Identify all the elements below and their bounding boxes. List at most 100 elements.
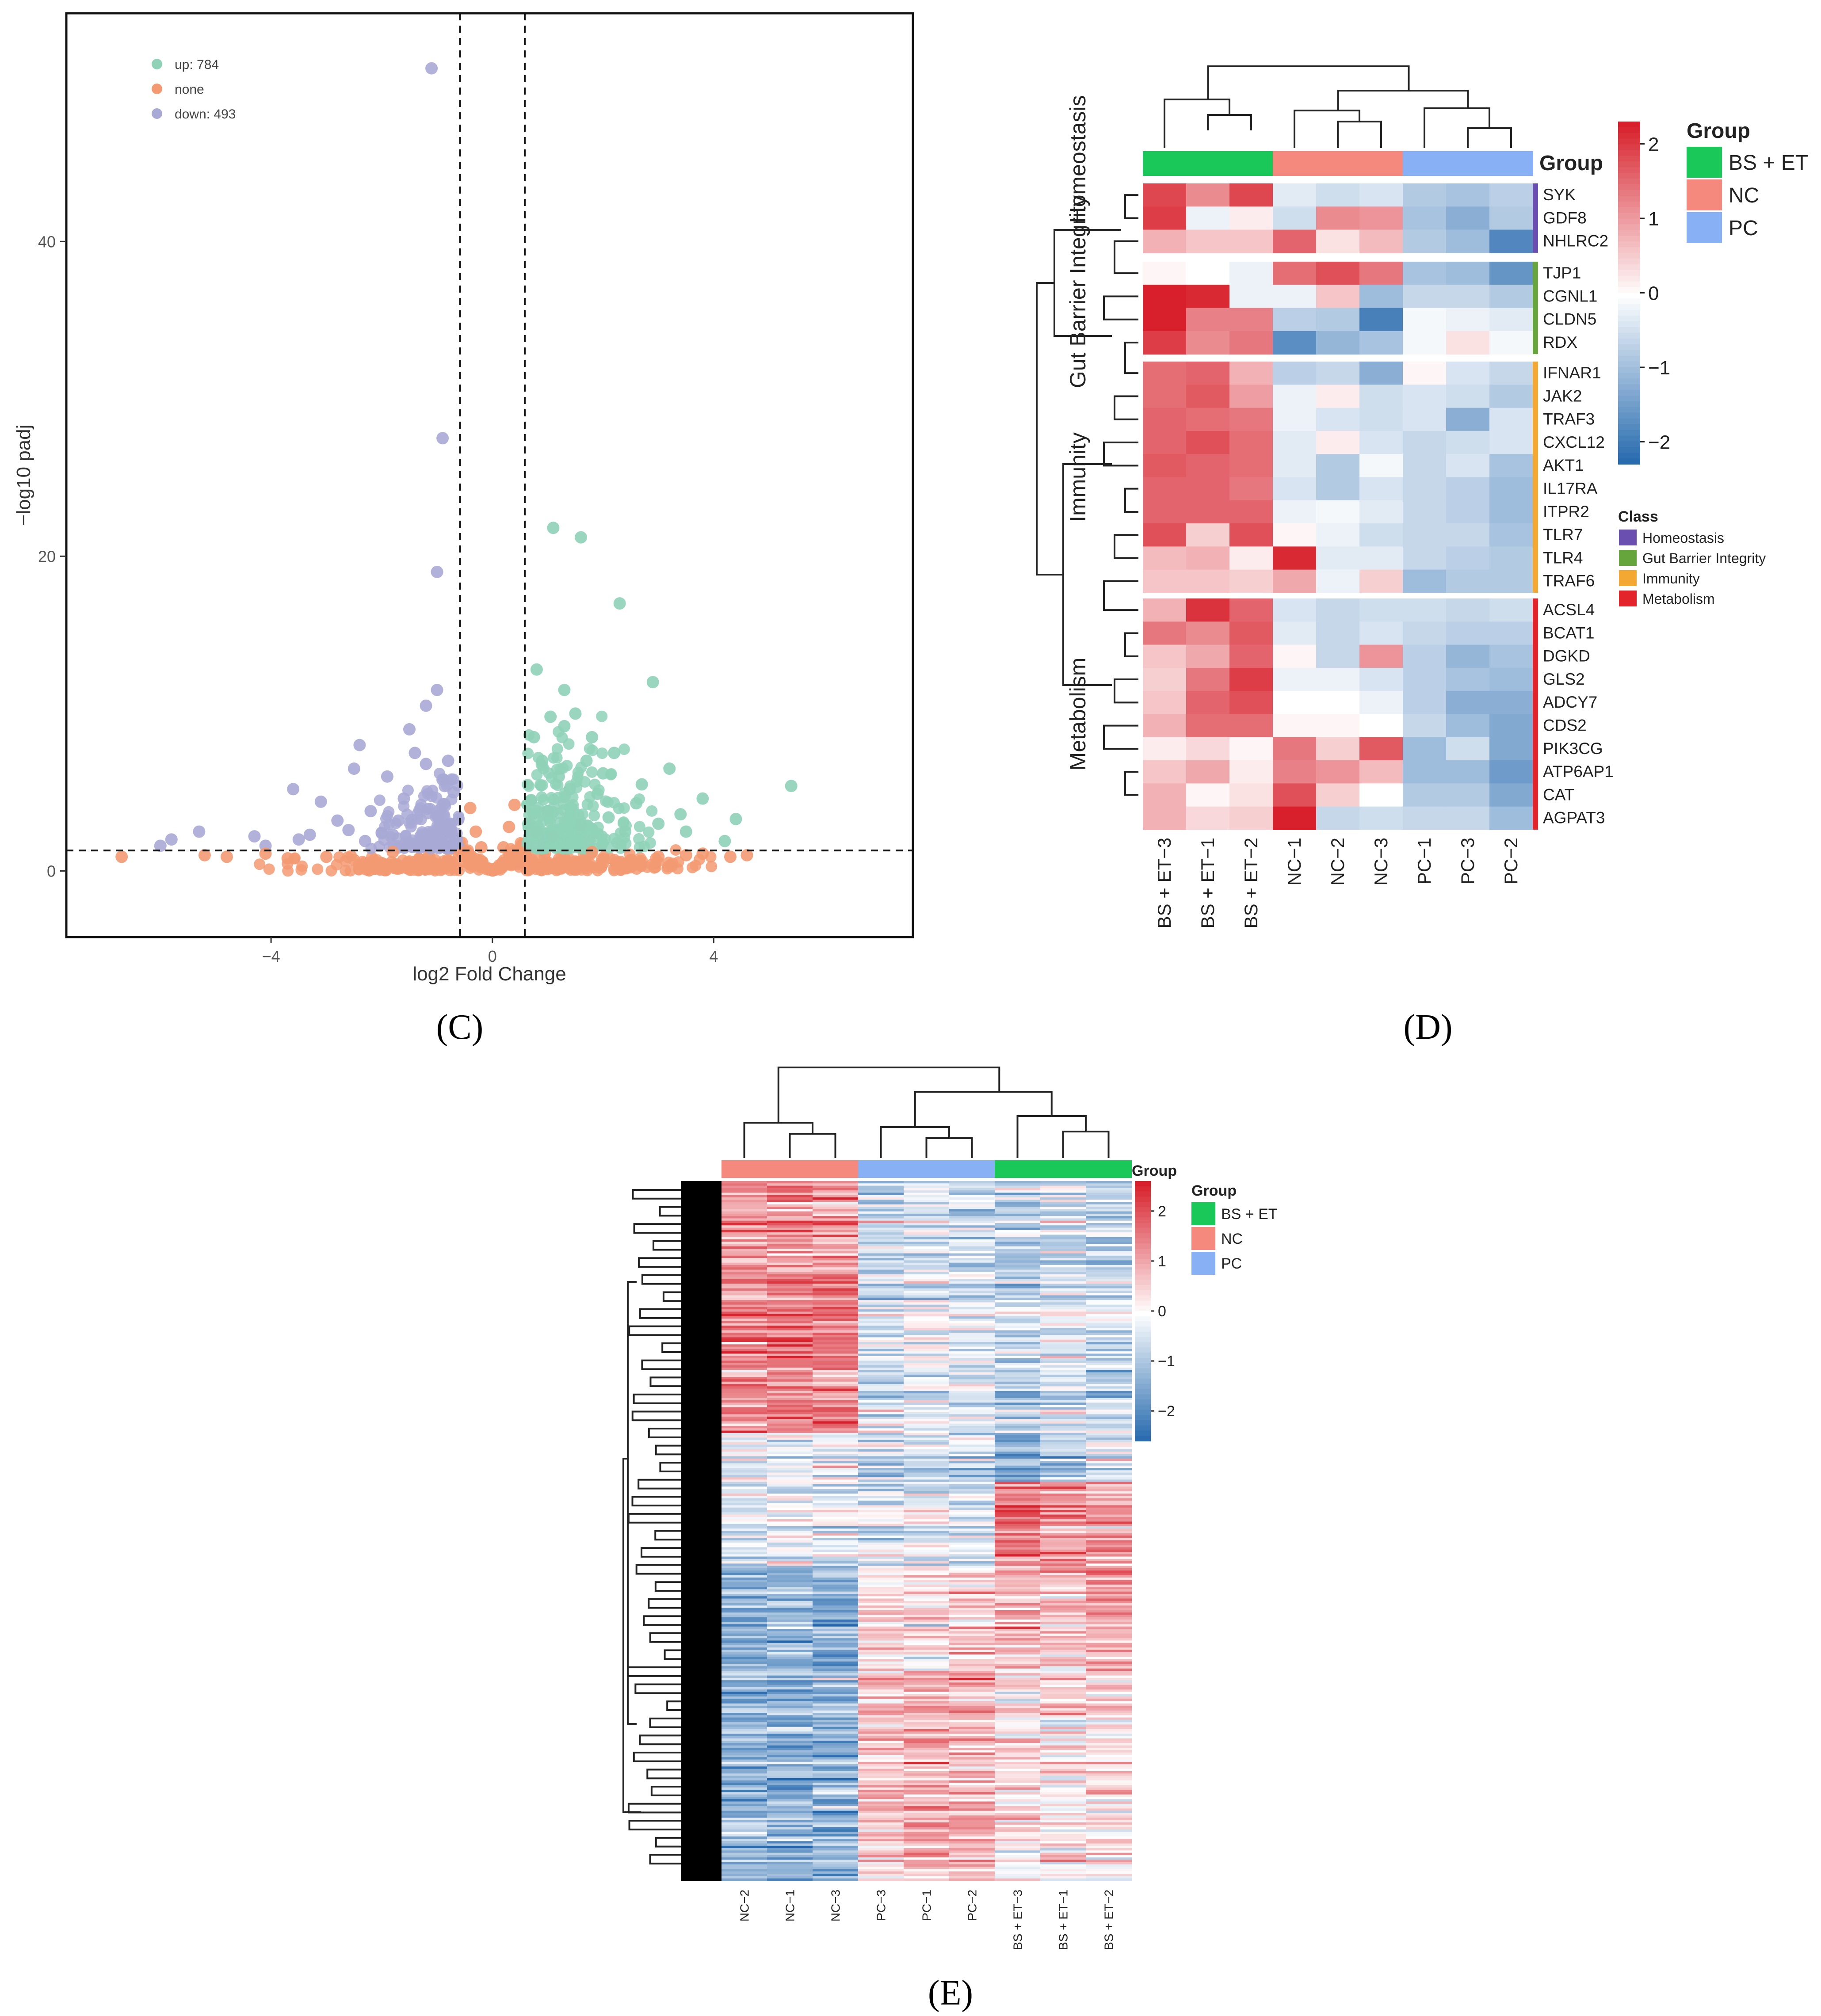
heatmap-cell-row [858,1631,904,1634]
heatmap-cell-row [904,1232,950,1235]
heatmap-cell-row [858,1349,904,1352]
heatmap-cell [1359,737,1403,761]
colorbar-step [1618,338,1640,345]
heatmap-cell-row [858,1307,904,1310]
heatmap-cell-row [995,1470,1041,1473]
heatmap-cell-row [858,1818,904,1821]
heatmap-cell-row [1086,1452,1132,1454]
heatmap-cell-row [1040,1757,1086,1760]
group-bar-pc [1489,151,1533,176]
heatmap-cell-row [1086,1503,1132,1506]
heatmap-cell-row [767,1551,813,1555]
heatmap-cell-row [858,1635,904,1639]
heatmap-cell-row [722,1692,767,1695]
heatmap-cell-row [904,1596,950,1599]
heatmap-cell [1446,331,1490,355]
heatmap-cell-row [767,1277,813,1280]
heatmap-cell-row [904,1237,950,1240]
group-legend-swatch-pc [1687,212,1722,243]
heatmap-cell-row [1040,1820,1086,1823]
heatmap-cell-row [722,1479,767,1482]
heatmap-cell-row [1086,1323,1132,1326]
heatmap-cell-row [904,1291,950,1293]
heatmap-cell-row [995,1829,1041,1832]
point-none [363,865,374,877]
heatmap-cell-row [722,1185,767,1189]
heatmap-cell [1359,667,1403,692]
heatmap-cell [1143,760,1187,784]
heatmap-cell-row [767,1388,813,1391]
heatmap-cell-row [949,1225,995,1228]
heatmap-cell-row [995,1344,1041,1347]
heatmap-cell-row [1040,1251,1086,1254]
point-none [470,825,482,838]
colorbar-step [1135,1280,1151,1286]
heatmap-cell-row [949,1407,995,1410]
y-tick-label: 0 [47,862,56,880]
heatmap-cell-row [767,1281,813,1284]
heatmap-cell-row [767,1582,813,1585]
heatmap-cell-row [995,1752,1041,1755]
heatmap-cell-row [995,1692,1041,1695]
heatmap-cell-row [813,1379,859,1382]
heatmap-cell-row [1086,1551,1132,1555]
heatmap-cell-row [949,1549,995,1552]
heatmap-cell-row [949,1227,995,1231]
heatmap-cell-row [858,1743,904,1746]
heatmap-cell [1403,546,1447,570]
heatmap-cell-row [949,1629,995,1631]
heatmap-cell-row [1040,1202,1086,1205]
gene-label: CAT [1543,785,1574,804]
heatmap-cell-row [1040,1452,1086,1454]
heatmap-cell-row [949,1402,995,1406]
heatmap-cell-row [949,1620,995,1622]
heatmap-cell [1229,667,1273,692]
heatmap-cell-row [813,1277,859,1280]
heatmap-cell-row [995,1717,1041,1720]
heatmap-cell-row [813,1839,859,1841]
heatmap-cell [1143,229,1187,253]
heatmap-cell-row [813,1363,859,1366]
heatmap-cell-row [904,1545,950,1548]
heatmap-cell-row [1040,1274,1086,1277]
heatmap-cell-row [904,1484,950,1487]
heatmap-cell-row [1086,1328,1132,1331]
heatmap-cell [1316,408,1360,431]
heatmap-cell [1273,667,1317,692]
heatmap-cell-row [722,1699,767,1702]
heatmap-cell-row [1040,1288,1086,1291]
heatmap-cell-row [995,1533,1041,1536]
heatmap-cell-row [767,1792,813,1795]
group-bar-pc [1403,151,1447,176]
heatmap-cell-row [995,1314,1041,1317]
heatmap-cell-row [858,1764,904,1767]
heatmap-cell-row [1040,1470,1086,1473]
heatmap-cell-row [949,1267,995,1270]
heatmap-cell [1403,477,1447,501]
colorbar-step [1618,424,1640,431]
heatmap-cell-row [949,1342,995,1345]
heatmap-cell-row [1086,1402,1132,1406]
heatmap-cell-row [813,1659,859,1662]
heatmap-cell-row [1040,1428,1086,1431]
heatmap-cell-row [858,1384,904,1387]
heatmap-cell-row [1086,1673,1132,1676]
heatmap-cell-row [949,1867,995,1870]
heatmap-cell-row [1086,1265,1132,1268]
heatmap-cell [1446,783,1490,807]
heatmap-cell-row [1086,1736,1132,1739]
heatmap-cell-row [1040,1731,1086,1734]
heatmap-cell-row [1086,1232,1132,1235]
heatmap-cell-row [995,1277,1041,1280]
heatmap-cell [1446,183,1490,207]
heatmap-cell-row [767,1612,813,1616]
heatmap-cell-row [995,1785,1041,1788]
heatmap-cell-row [858,1538,904,1541]
point-up [544,710,557,723]
heatmap-cell [1316,523,1360,547]
heatmap-cell-row [767,1185,813,1189]
heatmap-cell-row [1040,1536,1086,1538]
heatmap-cell-row [767,1216,813,1219]
heatmap-cell-row [1086,1701,1132,1704]
heatmap-cell-row [722,1489,767,1492]
